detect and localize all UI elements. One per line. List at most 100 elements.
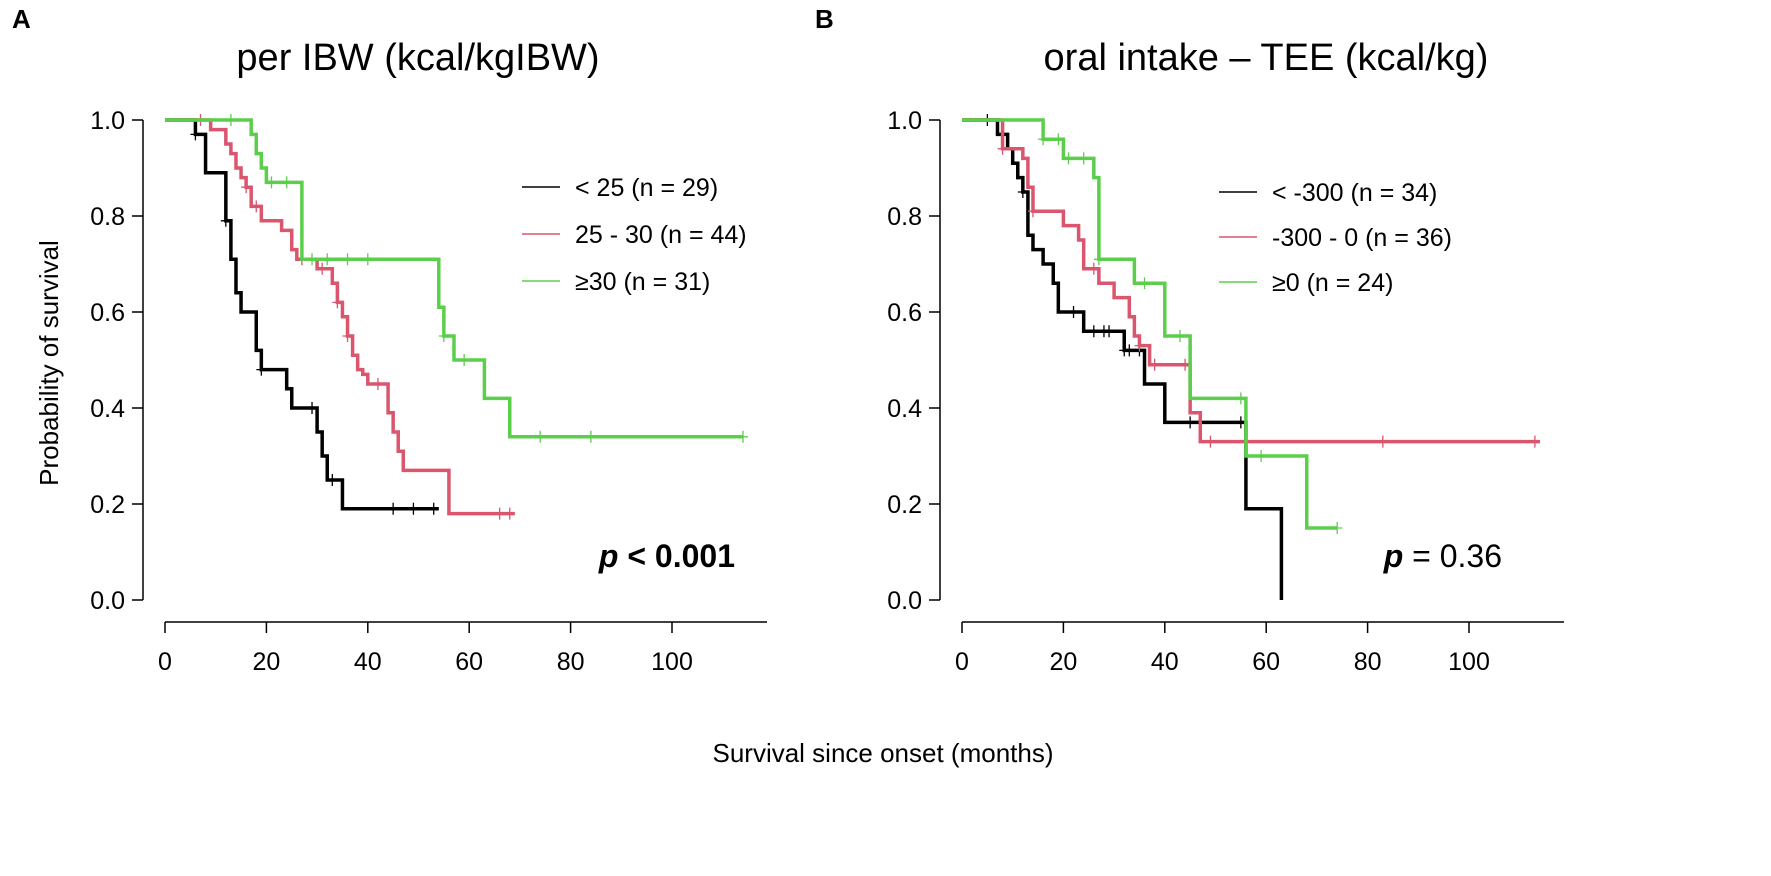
x-tick-label: 0 <box>158 648 172 676</box>
p-symbol: p <box>1383 538 1404 574</box>
censor-mark <box>1093 253 1104 266</box>
p-symbol: p <box>598 538 619 574</box>
legend-label: < 25 (n = 29) <box>575 174 718 202</box>
censor-mark <box>1104 325 1115 338</box>
censor-mark <box>1139 277 1150 290</box>
legend-label: 25 - 30 (n = 44) <box>575 221 747 249</box>
censor-mark <box>1088 262 1099 275</box>
censor-mark <box>1205 435 1216 448</box>
x-tick-label: 80 <box>557 648 585 676</box>
chart-title: per IBW (kcal/kgIBW) <box>236 37 599 79</box>
y-tick-label: 0.6 <box>90 299 125 327</box>
censor-mark <box>372 378 383 390</box>
y-tick-label: 0.0 <box>90 587 125 615</box>
legend-label: < -300 (n = 34) <box>1272 179 1437 207</box>
y-tick-label: 0.6 <box>887 299 922 327</box>
y-tick-label: 0.4 <box>90 395 125 423</box>
censor-mark <box>494 507 505 520</box>
censor-mark <box>1175 330 1186 342</box>
legend-label: ≥30 (n = 31) <box>575 268 710 296</box>
censor-mark <box>190 128 201 141</box>
censor-mark <box>281 176 292 189</box>
km-curve-2 <box>165 118 743 439</box>
y-tick-label: 1.0 <box>90 107 125 135</box>
censor-mark <box>307 253 318 266</box>
censor-mark <box>459 354 470 366</box>
legend-label: -300 - 0 (n = 36) <box>1272 224 1452 252</box>
censor-mark <box>737 430 748 443</box>
x-tick-label: 20 <box>1049 648 1077 676</box>
chart-title: oral intake – TEE (kcal/kg) <box>1044 37 1489 79</box>
censor-mark <box>1053 133 1064 146</box>
censor-mark <box>342 253 353 266</box>
censor-mark <box>1078 152 1089 165</box>
censor-mark <box>322 253 333 266</box>
x-tick-label: 100 <box>651 648 693 676</box>
y-tick-label: 0.8 <box>887 203 922 231</box>
p-value-text: = 0.36 <box>1403 538 1502 574</box>
censor-mark <box>266 176 277 189</box>
censor-mark <box>307 402 318 414</box>
y-tick-label: 0.2 <box>887 491 922 519</box>
censor-mark <box>220 214 231 227</box>
censor-mark <box>241 181 252 194</box>
y-tick-label: 1.0 <box>887 107 922 135</box>
censor-mark <box>1068 306 1079 318</box>
censor-mark <box>317 262 328 275</box>
censor-mark <box>1377 435 1388 448</box>
km-curve-0 <box>962 118 1284 600</box>
x-tick-label: 80 <box>1354 648 1382 676</box>
censor-mark <box>1235 392 1246 405</box>
censor-mark <box>1529 435 1540 448</box>
censor-mark <box>1134 339 1145 352</box>
censor-mark <box>1038 133 1049 146</box>
censor-mark <box>1124 344 1135 357</box>
y-tick-label: 0.2 <box>90 491 125 519</box>
y-tick-label: 0.0 <box>887 587 922 615</box>
censor-mark <box>327 474 338 486</box>
censor-mark <box>1027 205 1038 218</box>
censor-mark <box>256 363 267 376</box>
y-tick-label: 0.4 <box>887 395 922 423</box>
p-value: p < 0.001 <box>598 538 735 574</box>
x-tick-label: 40 <box>1151 648 1179 676</box>
censor-mark <box>535 430 546 443</box>
p-value-text: < 0.001 <box>618 538 735 574</box>
censor-mark <box>342 330 353 342</box>
x-tick-label: 60 <box>1252 648 1280 676</box>
censor-mark <box>1332 522 1343 534</box>
censor-mark <box>504 507 515 520</box>
censor-mark <box>388 502 399 515</box>
y-tick-label: 0.8 <box>90 203 125 231</box>
x-tick-label: 0 <box>955 648 969 676</box>
km-curve-1 <box>962 118 1540 444</box>
censor-mark <box>1256 450 1267 462</box>
x-tick-label: 40 <box>354 648 382 676</box>
censor-mark <box>438 330 449 342</box>
censor-mark <box>362 253 373 266</box>
censor-mark <box>585 430 596 443</box>
censor-mark <box>332 296 343 309</box>
p-value: p = 0.36 <box>1383 538 1502 574</box>
x-tick-label: 60 <box>455 648 483 676</box>
y-axis-title: Probability of survival <box>34 240 64 486</box>
km-curve-1 <box>165 118 515 516</box>
censor-mark <box>1185 416 1196 429</box>
censor-mark <box>225 114 236 126</box>
censor-mark <box>428 502 439 515</box>
censor-mark <box>997 142 1008 155</box>
x-axis-title: Survival since onset (months) <box>712 738 1053 768</box>
km-curve-0 <box>165 118 439 511</box>
censor-mark <box>1063 152 1074 165</box>
x-tick-label: 100 <box>1448 648 1490 676</box>
censor-mark <box>1149 358 1160 371</box>
panel-letter: B <box>815 4 834 34</box>
censor-mark <box>251 200 262 213</box>
censor-mark <box>1017 186 1028 198</box>
panel-letter: A <box>12 4 31 34</box>
km-curve-2 <box>962 118 1338 530</box>
legend-label: ≥0 (n = 24) <box>1272 269 1393 297</box>
